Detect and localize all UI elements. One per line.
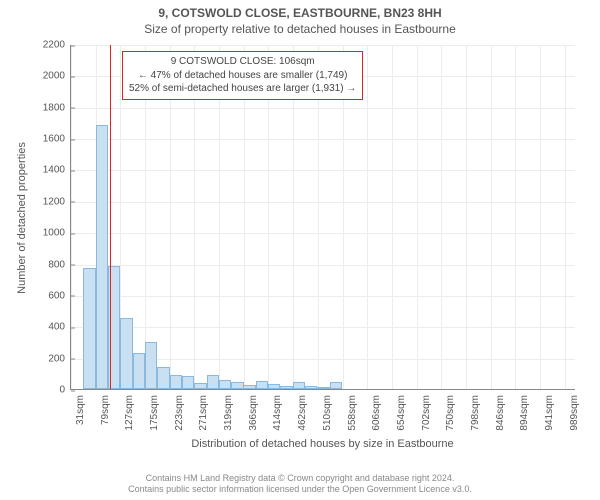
histogram-bar (83, 268, 95, 389)
histogram-bar (256, 381, 268, 389)
x-tick-label: 654sqm (396, 355, 407, 393)
gridline-v (565, 45, 566, 389)
gridline-v (71, 45, 72, 389)
gridline-h (71, 202, 575, 203)
x-tick-label: 750sqm (445, 355, 456, 393)
histogram-bar (231, 382, 243, 389)
histogram-bar (219, 380, 231, 389)
gridline-v (392, 45, 393, 389)
histogram-bar (157, 367, 169, 389)
histogram-bar (170, 375, 182, 389)
gridline-v (417, 45, 418, 389)
y-tick-label: 0 (59, 385, 71, 396)
gridline-h (71, 233, 575, 234)
histogram-bar (330, 382, 342, 389)
histogram-bar (207, 375, 219, 389)
y-tick-label: 2200 (43, 40, 71, 51)
histogram-bar (145, 342, 157, 389)
x-tick-label: 558sqm (347, 355, 358, 393)
gridline-v (491, 45, 492, 389)
x-tick-label: 702sqm (421, 355, 432, 393)
histogram-bar (243, 385, 255, 389)
gridline-h (71, 296, 575, 297)
y-tick-label: 200 (48, 353, 71, 364)
gridline-v (540, 45, 541, 389)
gridline-v (441, 45, 442, 389)
gridline-h (71, 45, 575, 46)
annotation-line3: 52% of semi-detached houses are larger (… (129, 82, 356, 96)
gridline-v (367, 45, 368, 389)
gridline-h (71, 265, 575, 266)
histogram-bar (305, 386, 317, 389)
histogram-bar (268, 384, 280, 389)
footer-line2: Contains public sector information licen… (0, 484, 600, 496)
histogram-bar (194, 383, 206, 389)
y-tick-label: 2000 (43, 71, 71, 82)
y-tick-label: 1000 (43, 228, 71, 239)
histogram-bar (133, 353, 145, 389)
gridline-v (466, 45, 467, 389)
histogram-bar (120, 318, 132, 389)
histogram-bar (280, 386, 292, 389)
annotation-line1: 9 COTSWOLD CLOSE: 106sqm (129, 55, 356, 69)
y-tick-label: 1800 (43, 102, 71, 113)
x-axis-label: Distribution of detached houses by size … (70, 438, 575, 450)
footer-line1: Contains HM Land Registry data © Crown c… (0, 473, 600, 485)
marker-line (110, 45, 112, 389)
histogram-bar (96, 125, 108, 389)
x-tick-label: 894sqm (519, 355, 530, 393)
y-tick-label: 1400 (43, 165, 71, 176)
footer: Contains HM Land Registry data © Crown c… (0, 473, 600, 496)
histogram-bar (317, 387, 329, 389)
annotation-line2: ← 47% of detached houses are smaller (1,… (129, 69, 356, 83)
x-tick-label: 798sqm (470, 355, 481, 393)
chart-area: 31sqm79sqm127sqm175sqm223sqm271sqm319sqm… (70, 45, 575, 390)
x-tick-label: 846sqm (495, 355, 506, 393)
y-axis-label: Number of detached properties (14, 45, 30, 390)
histogram-bar (182, 376, 194, 389)
title-sub: Size of property relative to detached ho… (0, 20, 600, 36)
gridline-v (515, 45, 516, 389)
x-tick-label: 606sqm (371, 355, 382, 393)
y-tick-label: 1200 (43, 196, 71, 207)
x-tick-label: 941sqm (544, 355, 555, 393)
annotation-box: 9 COTSWOLD CLOSE: 106sqm ← 47% of detach… (122, 51, 363, 100)
gridline-h (71, 108, 575, 109)
histogram-bar (293, 382, 305, 389)
y-tick-label: 400 (48, 322, 71, 333)
y-tick-label: 1600 (43, 134, 71, 145)
gridline-h (71, 139, 575, 140)
x-tick-label: 989sqm (569, 355, 580, 393)
y-tick-label: 800 (48, 259, 71, 270)
title-main: 9, COTSWOLD CLOSE, EASTBOURNE, BN23 8HH (0, 0, 600, 20)
gridline-h (71, 327, 575, 328)
y-tick-label: 600 (48, 290, 71, 301)
gridline-h (71, 170, 575, 171)
